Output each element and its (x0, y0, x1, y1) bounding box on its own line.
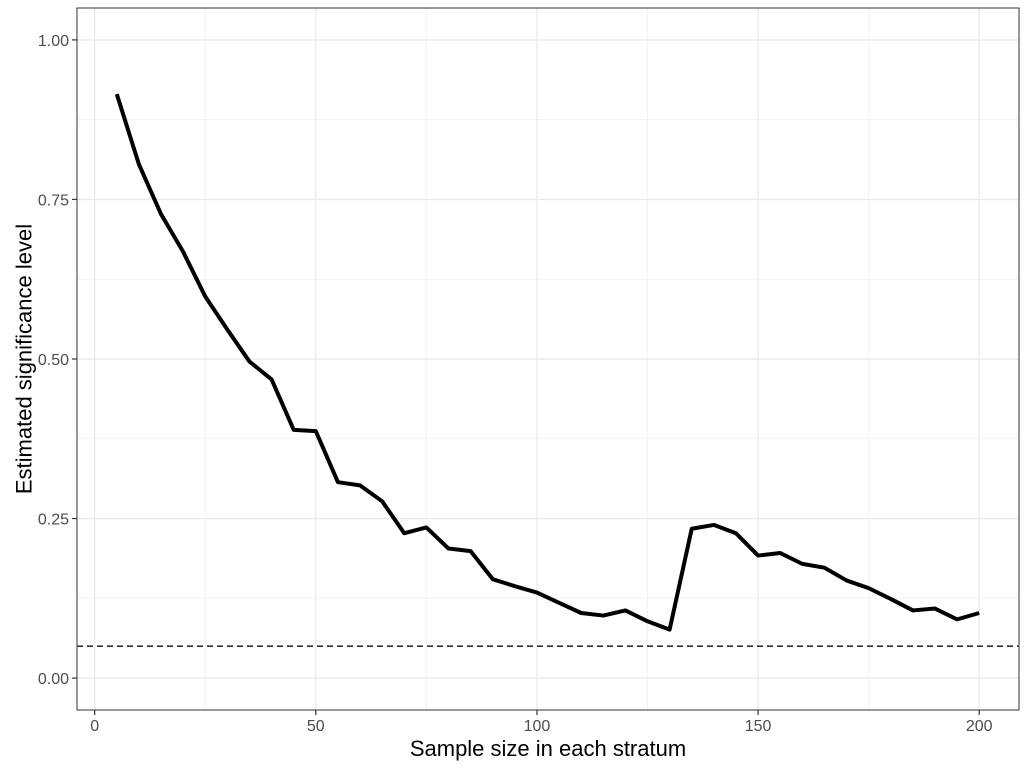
x-tick-label: 50 (307, 718, 325, 735)
x-tick-label: 100 (524, 718, 551, 735)
y-tick-label: 1.00 (38, 33, 69, 50)
x-tick-label: 0 (90, 718, 99, 735)
x-axis-title: Sample size in each stratum (410, 736, 686, 761)
axis-tick-labels: 0 50 100 150 200 0.00 0.25 0.50 0.75 1.00 (38, 33, 993, 735)
x-tick-label: 150 (745, 718, 772, 735)
x-tick-label: 200 (966, 718, 993, 735)
axis-ticks (72, 39, 980, 715)
y-tick-label: 0.00 (38, 671, 69, 688)
series-line (114, 93, 980, 632)
y-tick-label: 0.50 (38, 352, 69, 369)
y-tick-label: 0.75 (38, 192, 69, 209)
y-tick-label: 0.25 (38, 512, 69, 529)
series-group (114, 93, 980, 632)
major-gridlines (77, 8, 1019, 710)
y-axis-title: Estimated significance level (12, 224, 37, 494)
